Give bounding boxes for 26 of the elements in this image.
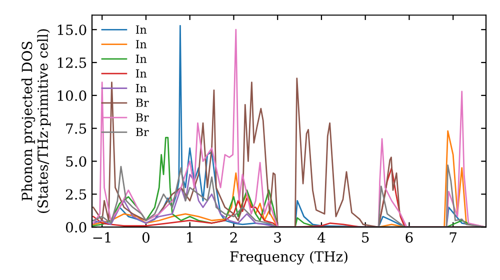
x-axis-title: Frequency (THz) [230,250,348,265]
x-tick-label: 2 [230,232,237,242]
legend-label: Br [136,113,149,122]
y-tick-label: 12.5 [58,57,86,68]
y-axis-title: Phonon projected DOS (States/THz·primitive cell) [21,29,51,213]
x-tick-label: 4 [317,232,326,242]
x-tick-label: 3 [274,232,281,243]
y-tick-label: 0.0 [66,222,86,233]
y-tick-label: 5.0 [66,156,86,167]
y-tick-label: 7.5 [66,123,86,134]
legend-label: In [136,25,147,34]
x-tick-label: 7 [450,232,457,242]
x-tick-label: 1 [187,232,192,242]
legend-label: Br [136,128,149,136]
y-tick-label: 15.0 [58,24,86,36]
x-tick-label: 0 [142,232,150,243]
x-tick-label: 5 [362,232,369,243]
legend-label: In [136,69,147,78]
x-tick-label: −1 [93,232,110,242]
legend-label: In [136,40,147,48]
legend-label: Br [136,98,149,107]
legend-label: In [136,54,147,63]
y-tick-label: 10.0 [58,90,86,101]
legend-label: In [136,84,147,92]
x-tick-label: 6 [406,232,413,243]
y-tick-label: 2.5 [66,189,86,200]
